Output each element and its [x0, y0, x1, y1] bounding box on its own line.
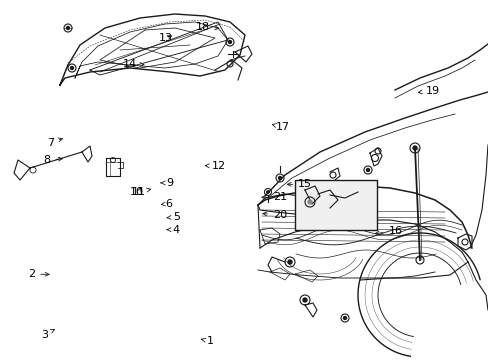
Text: 20: 20	[263, 210, 286, 220]
Circle shape	[287, 260, 291, 264]
Circle shape	[366, 168, 369, 171]
Circle shape	[66, 27, 69, 30]
Text: 7: 7	[47, 138, 62, 148]
Text: 17: 17	[272, 122, 289, 132]
Text: 12: 12	[205, 161, 225, 171]
Circle shape	[70, 67, 73, 69]
Circle shape	[307, 200, 311, 204]
Text: 2: 2	[28, 269, 49, 279]
Text: 14: 14	[122, 59, 143, 69]
Text: 5: 5	[167, 212, 180, 222]
Text: 6: 6	[161, 199, 172, 209]
Circle shape	[412, 146, 416, 150]
Text: 16: 16	[375, 226, 402, 236]
Text: 18: 18	[196, 22, 218, 32]
Text: 1: 1	[201, 336, 213, 346]
Circle shape	[278, 176, 281, 180]
Text: 3: 3	[41, 329, 54, 340]
Text: 15: 15	[287, 179, 312, 189]
Text: 10: 10	[129, 187, 150, 197]
Text: 9: 9	[161, 178, 173, 188]
Circle shape	[266, 191, 269, 193]
Circle shape	[303, 298, 306, 302]
Bar	[294, 180, 376, 230]
Circle shape	[343, 316, 346, 320]
Text: 21: 21	[262, 192, 286, 202]
Text: 4: 4	[167, 225, 180, 235]
Text: 11: 11	[132, 187, 146, 197]
Circle shape	[228, 40, 231, 44]
Text: 8: 8	[43, 155, 62, 165]
Text: 19: 19	[418, 86, 439, 96]
Text: 13: 13	[159, 33, 173, 43]
